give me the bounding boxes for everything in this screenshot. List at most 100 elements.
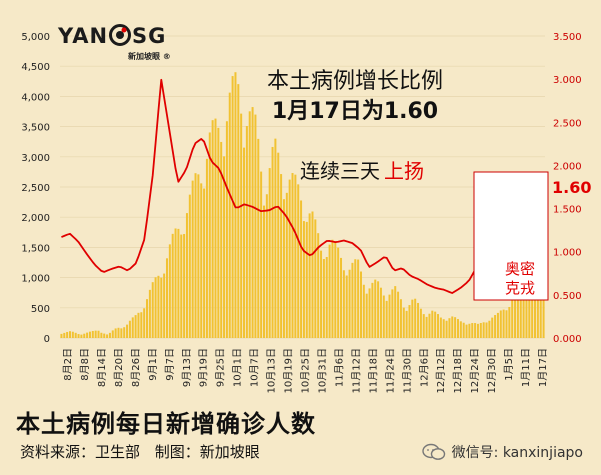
bar [311,211,314,338]
headline-line2: 1月17日为1.60 [272,99,438,124]
bar [314,219,317,338]
bar [97,330,100,338]
wechat-id: 微信号: kanxinjiapo [421,442,583,462]
bar [536,272,539,338]
bar [337,247,340,338]
bar [280,174,283,338]
bar [188,194,191,338]
bar [114,328,117,338]
x-tick-label: 12月18日 [452,348,464,393]
x-tick-label: 8月8日 [79,348,91,381]
left-tick-label: 4,500 [21,62,50,73]
bar [143,308,146,338]
bar [308,213,311,338]
bar [197,174,200,338]
bar [157,275,160,338]
left-tick-label: 1,000 [21,274,50,285]
right-tick-label: 1.500 [553,205,582,216]
bar [431,310,434,338]
bar [525,285,528,338]
bar [456,319,459,338]
bar [288,179,291,338]
bar [285,192,288,338]
left-tick-label: 500 [31,304,50,315]
line-series [61,78,545,294]
bar [402,307,405,338]
wechat-icon [421,443,445,460]
bar [305,221,308,338]
x-tick-label: 10月13日 [266,348,278,393]
x-tick-label: 9月7日 [164,348,176,381]
bar [83,333,86,338]
left-tick-label: 4,000 [21,92,50,103]
right-axis: 0.000 0.500 1.000 1.500 2.000 2.500 3.000 3.500 [553,32,582,345]
bar [422,314,425,338]
source-label: 资料来源：卫生部 [20,443,141,461]
bar [539,285,542,338]
bar [240,113,243,339]
bar [208,132,211,338]
bar [217,127,220,338]
wechat-text: 微信号: kanxinjiapo [451,445,583,461]
bar [282,199,285,338]
bar [134,315,137,338]
bar [514,291,517,338]
bar [66,331,69,338]
bar [511,299,514,338]
bar [411,299,414,338]
x-tick-label: 8月2日 [62,348,74,381]
bar [397,291,400,338]
x-tick-label: 11月12日 [350,348,362,393]
annotation-value: 1.60 [552,178,591,197]
bar [345,275,348,338]
bar [362,284,365,338]
left-tick-label: 5,000 [21,32,50,43]
bar [491,317,494,338]
bar [163,273,166,338]
maker-label: 制图：新加坡眼 [154,443,260,461]
bar [146,299,149,338]
ratio-line [61,78,545,294]
bar [80,334,83,338]
x-tick-label: 10月25日 [300,348,312,393]
bar [74,332,77,338]
bar [220,141,223,338]
bar [77,334,80,338]
bar [174,228,177,338]
left-tick-label: 1,500 [21,243,50,254]
right-tick-label: 0.500 [553,291,582,302]
bar [274,138,277,338]
bar [465,324,468,338]
bar [516,286,519,338]
right-tick-label: 1.000 [553,248,582,259]
bar [388,294,391,338]
bar-series [60,72,545,339]
bar [488,320,491,338]
bar [228,92,231,338]
left-tick-label: 0 [44,334,50,345]
bar [425,316,428,338]
bar [371,282,374,338]
bar [183,234,186,338]
left-tick-label: 3,500 [21,123,50,134]
bar [151,282,154,338]
bar [106,334,109,338]
left-tick-label: 3,000 [21,153,50,164]
bar [94,330,97,338]
bar [434,311,437,338]
footer-title: 本土病例每日新增确诊人数 [16,410,316,438]
headline: 本土病例增长比例 1月17日为1.60 连续三天 上扬 [267,69,443,183]
right-tick-label: 2.000 [553,161,582,172]
logo-subtitle: 新加坡眼 ® [128,52,171,61]
bar [542,299,545,338]
logo-left-text: YAN [58,24,109,48]
x-tick-label: 10月31日 [317,348,329,393]
bar [320,250,323,338]
bar [454,317,457,338]
bar [476,323,479,338]
x-tick-label: 12月24日 [469,348,481,393]
bar [277,152,280,338]
bar [391,289,394,338]
x-tick-label: 11月18日 [367,348,379,393]
bar [177,228,180,338]
